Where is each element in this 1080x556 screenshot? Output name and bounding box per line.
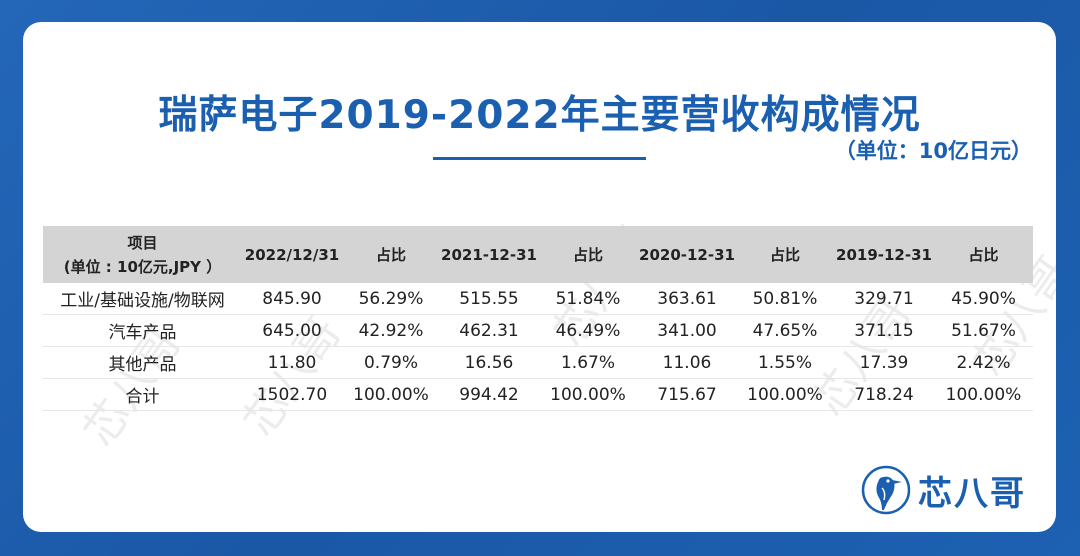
table-cell: 11.06 xyxy=(638,346,736,379)
table-cell: 1.67% xyxy=(538,346,638,379)
content-card: 芯八哥 芯八哥 芯八哥 芯八哥 芯八哥 瑞萨电子2019-2022年主要营收构成… xyxy=(23,22,1056,532)
table-cell: 462.31 xyxy=(440,314,538,347)
header-item-unit: (单位 : 10亿元,JPY ） xyxy=(63,257,222,276)
table-cell: 2.42% xyxy=(934,346,1033,379)
table-cell: 51.67% xyxy=(934,314,1033,347)
row-label: 汽车产品 xyxy=(43,314,242,347)
table-cell: 100.00% xyxy=(342,378,440,411)
kingfisher-bird-icon xyxy=(861,465,911,515)
table-cell: 45.90% xyxy=(934,283,1033,315)
table-cell: 371.15 xyxy=(834,314,934,347)
brand-logo-text: 芯八哥 xyxy=(918,473,1026,514)
table-cell: 515.55 xyxy=(440,283,538,315)
table-cell: 17.39 xyxy=(834,346,934,379)
table-cell: 42.92% xyxy=(342,314,440,347)
table-cell: 56.29% xyxy=(342,283,440,315)
table-cell: 100.00% xyxy=(934,378,1033,411)
table-cell: 645.00 xyxy=(242,314,342,347)
unit-note: （单位：10亿日元） xyxy=(834,139,1032,163)
revenue-table: 项目 (单位 : 10亿元,JPY ） 2022/12/31 占比 2021-1… xyxy=(43,226,1033,411)
header-cell: 占比 xyxy=(342,226,440,283)
table-cell: 845.90 xyxy=(242,283,342,315)
table-row-total: 合计 1502.70 100.00% 994.42 100.00% 715.67… xyxy=(43,378,1033,411)
table-cell: 51.84% xyxy=(538,283,638,315)
table-cell: 1.55% xyxy=(736,346,834,379)
table-cell: 100.00% xyxy=(538,378,638,411)
header-cell: 2021-12-31 xyxy=(440,226,538,283)
brand-logo: 芯八哥 xyxy=(860,460,1026,520)
table-cell: 329.71 xyxy=(834,283,934,315)
table-cell: 47.65% xyxy=(736,314,834,347)
header-cell: 占比 xyxy=(934,226,1033,283)
row-label: 合计 xyxy=(43,378,242,411)
page-title: 瑞萨电子2019-2022年主要营收构成情况 xyxy=(158,93,921,138)
table-cell: 341.00 xyxy=(638,314,736,347)
table-cell: 100.00% xyxy=(736,378,834,411)
header-cell: 2020-12-31 xyxy=(638,226,736,283)
table-cell: 718.24 xyxy=(834,378,934,411)
header-cell: 占比 xyxy=(538,226,638,283)
row-label: 工业/基础设施/物联网 xyxy=(43,283,242,315)
header-item: 项目 (单位 : 10亿元,JPY ） xyxy=(43,226,242,283)
table-cell: 11.80 xyxy=(242,346,342,379)
table-cell: 1502.70 xyxy=(242,378,342,411)
table-cell: 994.42 xyxy=(440,378,538,411)
table-header-row: 项目 (单位 : 10亿元,JPY ） 2022/12/31 占比 2021-1… xyxy=(43,226,1033,283)
header-cell: 占比 xyxy=(736,226,834,283)
table-cell: 0.79% xyxy=(342,346,440,379)
title-underline xyxy=(433,157,646,160)
table-cell: 715.67 xyxy=(638,378,736,411)
header-item-label: 项目 xyxy=(127,233,158,252)
table-row: 汽车产品 645.00 42.92% 462.31 46.49% 341.00 … xyxy=(43,314,1033,347)
table-cell: 46.49% xyxy=(538,314,638,347)
table-row: 工业/基础设施/物联网 845.90 56.29% 515.55 51.84% … xyxy=(43,283,1033,315)
header-cell: 2019-12-31 xyxy=(834,226,934,283)
table-cell: 16.56 xyxy=(440,346,538,379)
table-row: 其他产品 11.80 0.79% 16.56 1.67% 11.06 1.55%… xyxy=(43,346,1033,379)
header-cell: 2022/12/31 xyxy=(242,226,342,283)
table-cell: 50.81% xyxy=(736,283,834,315)
row-label: 其他产品 xyxy=(43,346,242,379)
table-cell: 363.61 xyxy=(638,283,736,315)
